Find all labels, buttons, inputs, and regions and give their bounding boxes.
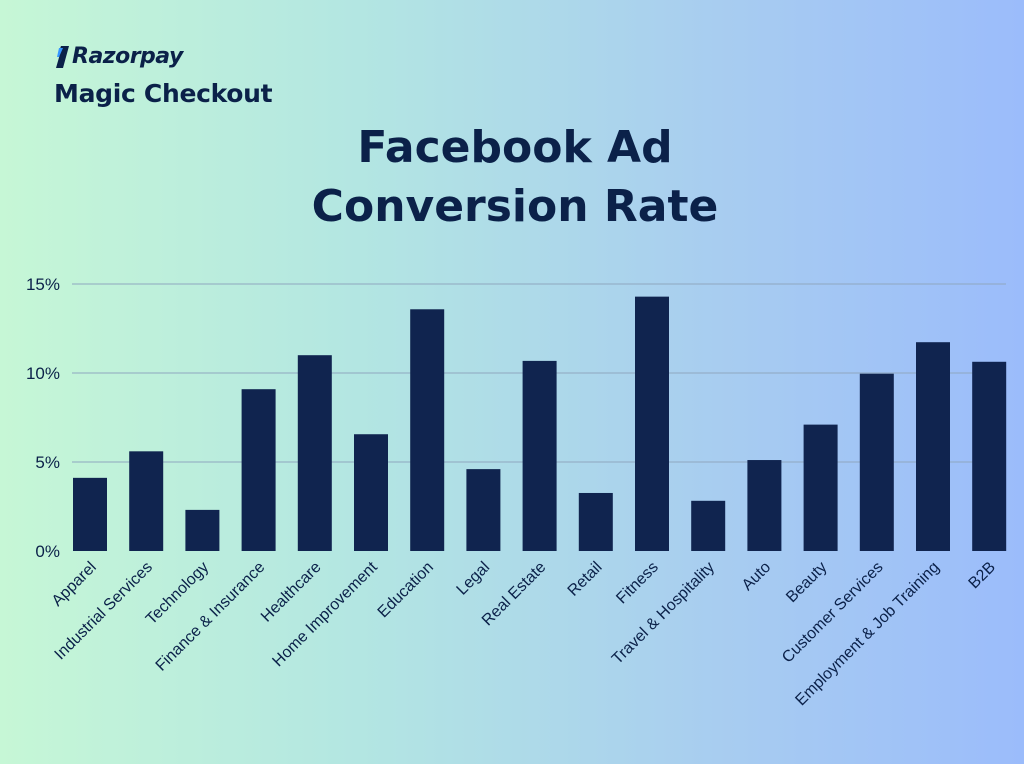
bar — [185, 509, 220, 551]
bar — [241, 389, 276, 551]
logo-text: Razorpay — [72, 44, 183, 69]
chart-title-line-1: Facebook Ad — [357, 122, 673, 173]
x-tick-label: Beauty — [783, 559, 830, 606]
y-tick-label: 5% — [35, 453, 60, 472]
razorpay-logo-icon — [56, 45, 69, 68]
x-tick-label: Travel & Hospitality — [609, 559, 718, 668]
chart-title: Facebook Ad Conversion Rate — [0, 118, 1024, 236]
x-tick-label: Industrial Services — [52, 559, 156, 663]
bar — [578, 492, 613, 551]
bar — [916, 342, 950, 551]
logo: Razorpay — [54, 44, 272, 69]
bar — [466, 469, 501, 551]
x-tick-label: B2B — [966, 559, 999, 592]
x-tick-label: Legal — [454, 559, 494, 599]
product-name: Magic Checkout — [54, 79, 273, 108]
bar — [972, 361, 1007, 551]
bar — [747, 460, 782, 551]
bar — [635, 296, 669, 551]
bar — [129, 451, 164, 551]
x-tick-label: Retail — [565, 559, 606, 600]
bar — [410, 309, 445, 551]
bar — [297, 355, 332, 551]
x-tick-label: Education — [375, 559, 437, 621]
bar — [73, 477, 107, 551]
y-tick-label: 15% — [26, 275, 60, 294]
bar — [691, 500, 726, 551]
x-tick-label: Apparel — [49, 559, 100, 610]
bar — [859, 373, 894, 551]
x-tick-label: Finance & Insurance — [153, 559, 269, 675]
y-tick-label: 10% — [26, 364, 60, 383]
y-tick-label: 0% — [35, 542, 60, 561]
x-tick-label: Fitness — [613, 559, 661, 607]
x-tick-label: Customer Services — [779, 559, 887, 667]
bar — [354, 434, 388, 551]
bar — [522, 360, 557, 551]
x-tick-label: Home Improvement — [269, 558, 381, 670]
x-tick-label: Auto — [739, 559, 774, 594]
bar — [803, 424, 838, 551]
chart-title-line-2: Conversion Rate — [311, 181, 719, 232]
brand-block: Razorpay Magic Checkout — [54, 44, 273, 108]
